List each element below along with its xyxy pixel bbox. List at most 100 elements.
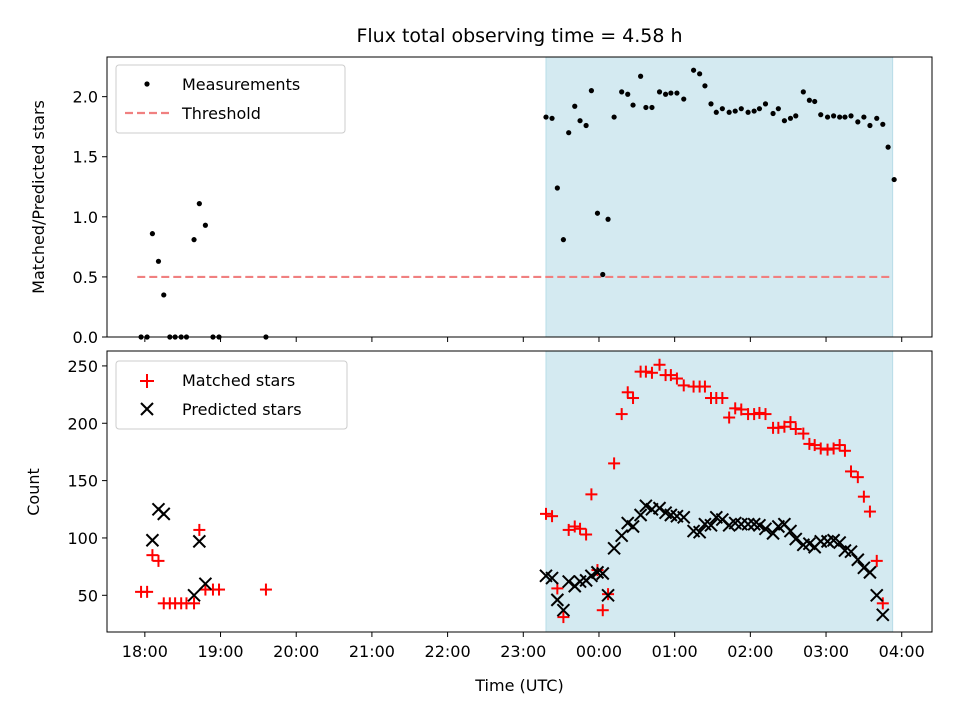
top-y-tick-label: 0.5 (73, 268, 98, 287)
data-point (838, 444, 851, 457)
data-point (772, 421, 785, 434)
data-point (812, 98, 818, 105)
data-point (870, 554, 883, 567)
data-point (638, 73, 644, 79)
data-point (762, 101, 769, 107)
data-point (146, 549, 159, 562)
legend-label-matched-stars: Matched stars (182, 371, 295, 390)
x-tick-label: 19:00 (197, 642, 243, 661)
data-point (588, 88, 595, 94)
x-tick-label: 21:00 (349, 642, 395, 661)
x-tick-label: 22:00 (425, 642, 471, 661)
bottom-y-tick-label: 200 (67, 414, 98, 433)
data-point (196, 201, 202, 207)
data-point (621, 386, 634, 399)
data-point (748, 408, 761, 421)
data-point (585, 488, 598, 501)
data-point (674, 90, 680, 96)
data-point (784, 416, 797, 429)
data-point (756, 106, 763, 112)
legend-marker-measurements (144, 81, 150, 87)
x-tick-label: 23:00 (500, 642, 546, 661)
data-point (583, 122, 589, 129)
data-point (191, 237, 197, 243)
data-point (607, 541, 621, 555)
data-point (789, 422, 802, 435)
data-point (876, 608, 890, 622)
data-point (775, 106, 781, 112)
data-point (891, 176, 897, 183)
bottom-x-axis-label: Time (UTC) (474, 676, 563, 695)
data-point (670, 372, 683, 385)
data-point (560, 237, 566, 243)
data-point (704, 518, 718, 533)
data-point (690, 67, 697, 73)
bottom-axes-frame (106, 350, 933, 633)
data-point (546, 510, 559, 523)
data-point (596, 566, 610, 581)
data-point (861, 114, 867, 120)
data-point (192, 534, 207, 549)
data-point (698, 380, 711, 393)
data-point (735, 403, 748, 416)
top-axes-frame (106, 56, 933, 338)
top-y-tick-label: 1.0 (73, 208, 98, 227)
data-point (652, 501, 667, 515)
data-point (614, 528, 629, 543)
data-point (732, 108, 738, 114)
data-point (759, 408, 772, 421)
data-point (213, 583, 226, 596)
data-point (752, 518, 767, 533)
data-point (751, 108, 757, 114)
data-point (590, 565, 605, 580)
data-point (668, 90, 674, 96)
x-tick-label: 18:00 (122, 642, 168, 661)
top-y-tick-label: 0.0 (73, 328, 98, 347)
data-point (729, 402, 742, 415)
bottom-legend-box (115, 360, 348, 430)
data-point (608, 457, 621, 470)
data-point (626, 519, 640, 534)
data-point (716, 392, 729, 405)
data-point (633, 508, 648, 522)
top-y-axis-ticks: 0.0 0.5 1.0 1.5 2.0 (73, 88, 107, 347)
data-point (639, 365, 652, 378)
data-point (677, 510, 691, 525)
data-point (766, 526, 780, 541)
data-point (596, 604, 609, 617)
data-point (677, 379, 690, 392)
bottom-y-axis-ticks: 50 100 150 200 250 (67, 357, 107, 605)
data-point (719, 106, 725, 112)
bottom-shaded-region (545, 350, 894, 633)
data-point (738, 106, 744, 112)
data-point (837, 114, 843, 120)
x-tick-label: 02:00 (727, 642, 773, 661)
data-point (580, 528, 593, 541)
data-point (778, 420, 791, 433)
data-point (187, 588, 201, 603)
top-legend-box (115, 64, 346, 134)
data-point (545, 571, 559, 585)
data-point (625, 91, 631, 97)
data-point (543, 114, 549, 120)
data-point (556, 603, 571, 617)
data-point (572, 103, 578, 109)
data-point (550, 593, 565, 607)
data-point (697, 71, 703, 77)
data-point (723, 411, 736, 424)
data-point (832, 535, 847, 550)
data-point (653, 358, 666, 371)
data-point (857, 561, 871, 575)
data-point (577, 118, 583, 124)
data-point (601, 588, 615, 603)
data-point (157, 507, 171, 521)
x-tick-label: 03:00 (803, 642, 849, 661)
legend-label-predicted-stars: Predicted stars (182, 400, 302, 419)
data-point (741, 517, 755, 531)
data-point (870, 588, 884, 603)
data-point (630, 102, 636, 108)
data-point (600, 271, 606, 278)
data-point (876, 597, 889, 610)
data-point (818, 112, 824, 118)
data-point (831, 113, 837, 119)
